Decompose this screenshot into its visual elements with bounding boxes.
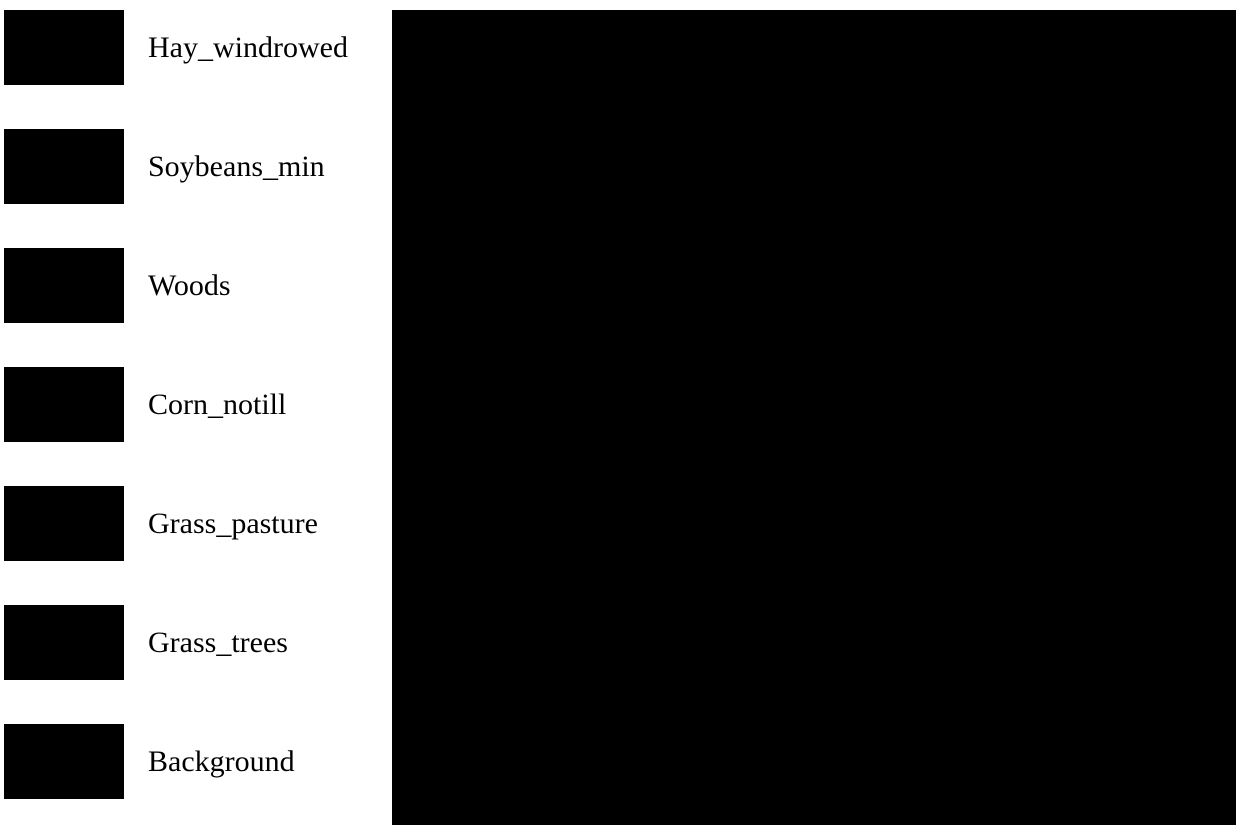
legend-label-woods: Woods xyxy=(148,269,231,303)
legend-item-woods: Woods xyxy=(4,248,392,323)
legend-swatch-background xyxy=(4,724,124,799)
legend-swatch-soybeans-min xyxy=(4,129,124,204)
legend-item-grass-pasture: Grass_pasture xyxy=(4,486,392,561)
legend-swatch-grass-pasture xyxy=(4,486,124,561)
legend-panel: Hay_windrowed Soybeans_min Woods Corn_no… xyxy=(4,10,392,825)
legend-swatch-woods xyxy=(4,248,124,323)
legend-item-background: Background xyxy=(4,724,392,799)
legend-label-grass-trees: Grass_trees xyxy=(148,626,288,660)
legend-item-corn-notill: Corn_notill xyxy=(4,367,392,442)
legend-swatch-grass-trees xyxy=(4,605,124,680)
image-panel xyxy=(392,10,1236,825)
classification-image xyxy=(392,10,1236,825)
legend-item-soybeans-min: Soybeans_min xyxy=(4,129,392,204)
legend-swatch-hay-windrowed xyxy=(4,10,124,85)
legend-label-grass-pasture: Grass_pasture xyxy=(148,507,318,541)
legend-label-background: Background xyxy=(148,745,295,779)
legend-swatch-corn-notill xyxy=(4,367,124,442)
legend-item-grass-trees: Grass_trees xyxy=(4,605,392,680)
legend-label-soybeans-min: Soybeans_min xyxy=(148,150,325,184)
figure-container: Hay_windrowed Soybeans_min Woods Corn_no… xyxy=(0,0,1240,835)
legend-item-hay-windrowed: Hay_windrowed xyxy=(4,10,392,85)
legend-label-corn-notill: Corn_notill xyxy=(148,388,286,422)
legend-label-hay-windrowed: Hay_windrowed xyxy=(148,31,348,65)
